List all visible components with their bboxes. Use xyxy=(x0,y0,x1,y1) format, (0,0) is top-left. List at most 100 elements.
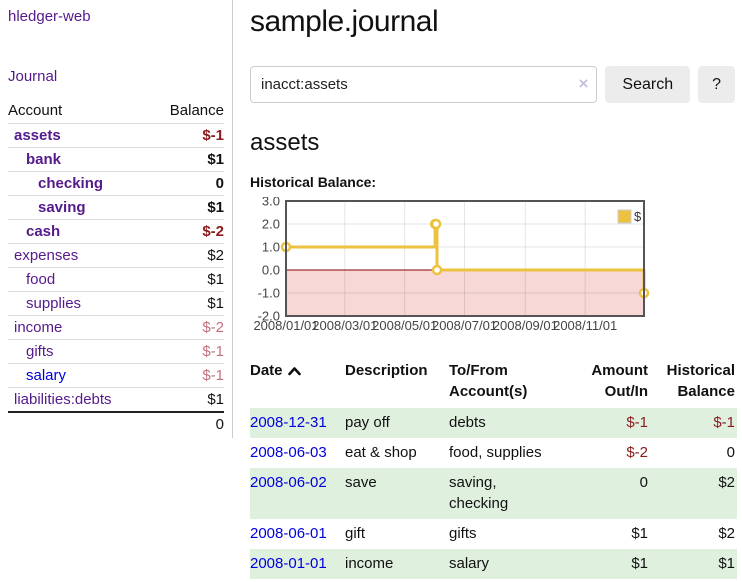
description-column-header: Description xyxy=(345,362,428,379)
transaction-balance: $2 xyxy=(718,473,735,491)
account-row: salary $-1 xyxy=(8,363,224,388)
total-balance: 0 xyxy=(149,411,224,436)
balance-column-header: Balance xyxy=(169,102,224,119)
main-content: sample.journal × Search ? assets Histori… xyxy=(233,0,742,579)
account-balance: $1 xyxy=(149,195,224,220)
transaction-description: pay off xyxy=(345,414,390,431)
svg-text:2.0: 2.0 xyxy=(262,217,280,232)
accounts-column-header: To/From Account(s) xyxy=(449,362,528,400)
transaction-date-link[interactable]: 2008-06-03 xyxy=(250,443,327,461)
search-form: × Search ? xyxy=(250,66,735,103)
register-row: 2008-06-01 gift gifts $1 $2 xyxy=(250,519,737,549)
help-button[interactable]: ? xyxy=(698,66,735,103)
search-box: × xyxy=(250,66,598,103)
account-row: saving $1 xyxy=(8,195,224,220)
accounts-table: Account Balance assets $-1 bank $1 checking 0… xyxy=(8,99,224,436)
account-link-food[interactable]: food xyxy=(26,271,56,288)
account-row: cash $-2 xyxy=(8,219,224,244)
transaction-description: save xyxy=(345,473,377,491)
account-link-saving[interactable]: saving xyxy=(38,199,86,216)
account-link-supplies[interactable]: supplies xyxy=(26,295,82,312)
transaction-amount: $-2 xyxy=(626,443,648,461)
transaction-balance: $-1 xyxy=(713,414,735,431)
transaction-accounts: saving, checking xyxy=(449,473,509,513)
register-table: Date Description To/From Account(s) Amou… xyxy=(250,358,737,579)
account-link-income[interactable]: income xyxy=(14,319,63,336)
transaction-amount: 0 xyxy=(639,473,648,491)
transaction-date-link[interactable]: 2008-01-01 xyxy=(250,554,327,572)
transaction-description: income xyxy=(345,554,394,572)
account-row: assets $-1 xyxy=(8,123,224,148)
transaction-accounts: gifts xyxy=(449,525,477,542)
balance-column-header-main: Historical Balance xyxy=(666,362,735,400)
transaction-date-link[interactable]: 2008-12-31 xyxy=(250,414,327,431)
register-row: 2008-01-01 income salary $1 $1 xyxy=(250,548,737,579)
amount-column-header: Amount Out/In xyxy=(591,362,648,400)
account-row: checking 0 xyxy=(8,171,224,196)
account-balance: $-1 xyxy=(149,123,224,148)
transaction-balance: $1 xyxy=(718,554,735,572)
account-balance: $-2 xyxy=(149,219,224,244)
svg-text:2008/01/01: 2008/01/01 xyxy=(253,318,318,333)
account-row: expenses $2 xyxy=(8,243,224,268)
account-row: gifts $-1 xyxy=(8,339,224,364)
transaction-balance: $2 xyxy=(718,525,735,542)
transaction-amount: $-1 xyxy=(626,414,648,431)
account-row: bank $1 xyxy=(8,147,224,172)
svg-text:2008/05/01: 2008/05/01 xyxy=(372,318,437,333)
chart-container: 3.0 2.0 1.0 0.0 -1.0 -2.0 2008/01/01 2008/03/01… xyxy=(250,194,735,337)
register-row: 2008-06-03 eat & shop food, supplies $-2 0 xyxy=(250,438,737,468)
transaction-accounts: debts xyxy=(449,414,486,431)
account-row: supplies $1 xyxy=(8,291,224,316)
svg-text:-1.0: -1.0 xyxy=(258,286,280,301)
account-balance: $1 xyxy=(149,387,224,412)
account-balance: $1 xyxy=(149,147,224,172)
register-row: 2008-06-02 save saving, checking 0 $2 xyxy=(250,467,737,519)
account-balance: $2 xyxy=(149,243,224,268)
transaction-accounts: food, supplies xyxy=(449,443,542,461)
transaction-amount: $1 xyxy=(631,554,648,572)
search-button[interactable]: Search xyxy=(605,66,691,103)
total-row: 0 xyxy=(8,411,224,436)
svg-text:0.0: 0.0 xyxy=(262,263,280,278)
svg-text:2008/07/01: 2008/07/01 xyxy=(432,318,497,333)
account-balance: $-1 xyxy=(149,363,224,388)
search-input[interactable] xyxy=(250,66,598,103)
transaction-balance: 0 xyxy=(726,443,735,461)
accounts-header-row: Account Balance xyxy=(8,99,224,124)
app-title-link[interactable]: hledger-web xyxy=(8,8,91,25)
svg-text:2008/03/01: 2008/03/01 xyxy=(312,318,377,333)
historical-balance-chart: 3.0 2.0 1.0 0.0 -1.0 -2.02008/01/012008/03/01… xyxy=(253,194,650,333)
account-row: income $-2 xyxy=(8,315,224,340)
clear-search-icon[interactable]: × xyxy=(578,74,589,93)
svg-text:3.0: 3.0 xyxy=(262,197,280,209)
svg-text:$: $ xyxy=(634,209,642,224)
account-link-salary[interactable]: salary xyxy=(26,367,67,384)
account-row: food $1 xyxy=(8,267,224,292)
account-balance: $1 xyxy=(149,291,224,316)
chart-label: Historical Balance: xyxy=(250,174,377,190)
transaction-description: gift xyxy=(345,525,366,542)
account-link-assets[interactable]: assets xyxy=(14,127,61,144)
account-link-checking[interactable]: checking xyxy=(38,175,104,192)
transaction-amount: $1 xyxy=(631,525,648,542)
svg-text:2008/09/01: 2008/09/01 xyxy=(493,318,558,333)
register-header-row: Date Description To/From Account(s) Amou… xyxy=(250,358,737,408)
account-link-gifts[interactable]: gifts xyxy=(26,343,54,360)
page-title: sample.journal xyxy=(250,5,439,38)
transaction-date-link[interactable]: 2008-06-02 xyxy=(250,473,327,491)
account-link-bank[interactable]: bank xyxy=(26,151,62,168)
transaction-date-link[interactable]: 2008-06-01 xyxy=(250,525,327,542)
account-link-expenses[interactable]: expenses xyxy=(14,247,79,264)
account-balance: $-2 xyxy=(149,315,224,340)
svg-text:1.0: 1.0 xyxy=(262,240,280,255)
sidebar-item-journal[interactable]: Journal xyxy=(8,68,58,85)
register-row: 2008-12-31 pay off debts $-1 $-1 xyxy=(250,408,737,438)
svg-text:2008/11/01: 2008/11/01 xyxy=(553,318,617,333)
account-balance: $-1 xyxy=(149,339,224,364)
account-link-cash[interactable]: cash xyxy=(26,223,61,240)
date-column-header[interactable]: Date xyxy=(250,358,345,408)
svg-text:-2.0: -2.0 xyxy=(258,309,280,324)
account-link-liabilities-debts[interactable]: liabilities:debts xyxy=(14,391,112,408)
